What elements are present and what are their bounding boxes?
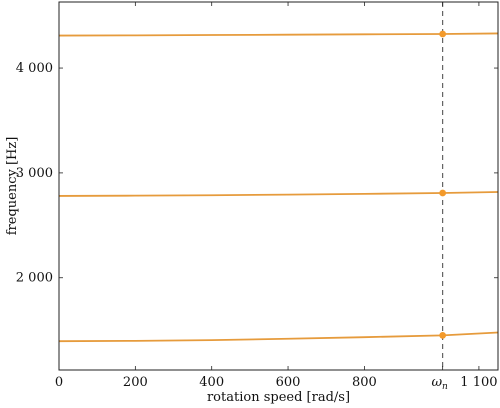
- data-point-marker-1: [439, 332, 447, 339]
- x-tick-label: 400: [199, 375, 224, 390]
- plot-area: [58, 2, 499, 370]
- omega-n-subscript: n: [442, 382, 448, 392]
- tick-marks: [58, 2, 498, 370]
- x-tick-label: 800: [352, 375, 377, 390]
- data-point-marker-3: [439, 30, 447, 38]
- x-axis-label: rotation speed [rad/s]: [207, 390, 350, 405]
- x-tick-label: 600: [276, 375, 301, 390]
- omega-n-tick-label: ωn: [431, 375, 448, 392]
- x-tick-label: 1 100: [460, 375, 497, 390]
- axes-frame: [58, 1, 499, 371]
- series-line-1: [58, 331, 499, 343]
- y-tick-label: 3 000: [16, 166, 53, 181]
- series-line-3: [58, 32, 499, 37]
- y-tick-label: 4 000: [16, 61, 53, 76]
- data-point-marker-2: [439, 189, 447, 197]
- x-tick-label: 200: [123, 375, 148, 390]
- tick-labels: 0 200 400 600 800 1 100 ωn 2 000 3 000 4 000: [16, 61, 498, 392]
- series-line-2: [58, 191, 499, 197]
- y-axis-label: frequency [Hz]: [5, 137, 20, 236]
- y-tick-label: 2 000: [16, 271, 53, 286]
- x-tick-label: 0: [55, 375, 63, 390]
